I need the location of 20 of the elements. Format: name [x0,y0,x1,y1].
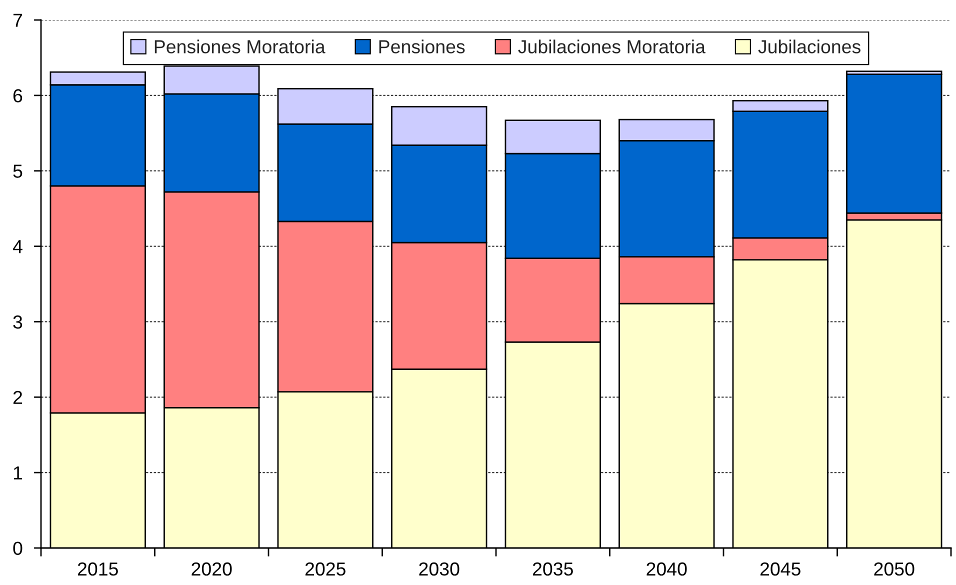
legend-label: Jubilaciones [758,40,860,54]
y-tick-label: 4 [12,240,22,254]
legend-label: Jubilaciones Moratoria [518,40,706,54]
y-tick-label: 5 [13,164,22,178]
y-tick-label: 3 [13,315,22,329]
x-tick-label: 2020 [192,562,232,576]
y-tick-label: 0 [13,542,22,555]
y-tick-label: 7 [13,14,22,27]
x-tick-label: 2050 [874,562,914,576]
x-tick-label: 2045 [760,562,800,576]
y-tick-label: 1 [14,466,22,480]
legend-label: Pensiones [379,40,465,54]
legend-label: Pensiones Moratoria [154,40,326,54]
y-tick-label: 6 [13,89,22,102]
x-tick-label: 2040 [646,562,687,576]
x-tick-label: 2015 [78,562,118,576]
y-tick-label: 2 [13,390,22,404]
x-tick-label: 2025 [305,562,346,576]
x-tick-label: 2030 [419,562,460,576]
x-tick-label: 2035 [532,562,573,576]
